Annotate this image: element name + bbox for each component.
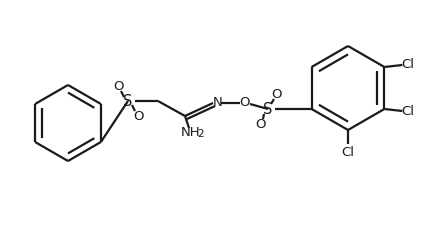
Text: Cl: Cl [401, 104, 414, 118]
Text: 2: 2 [198, 129, 204, 139]
Text: O: O [271, 88, 281, 100]
Text: NH: NH [181, 127, 201, 140]
Text: O: O [133, 109, 143, 122]
Text: O: O [113, 79, 123, 92]
Text: S: S [263, 101, 273, 116]
Text: Cl: Cl [341, 146, 354, 158]
Text: N: N [213, 95, 223, 109]
Text: O: O [255, 118, 265, 131]
Text: O: O [240, 97, 250, 109]
Text: Cl: Cl [401, 58, 414, 72]
Text: S: S [123, 94, 133, 109]
